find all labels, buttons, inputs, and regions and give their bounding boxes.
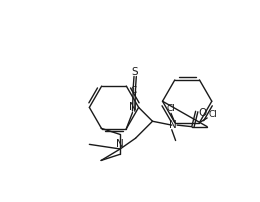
Text: Cl: Cl: [209, 110, 218, 119]
Text: N: N: [116, 139, 124, 149]
Text: N: N: [169, 120, 176, 130]
Text: Cl: Cl: [167, 104, 176, 113]
Text: O: O: [198, 108, 207, 118]
Text: C: C: [130, 86, 136, 95]
Text: N: N: [129, 102, 136, 112]
Text: S: S: [132, 67, 138, 77]
